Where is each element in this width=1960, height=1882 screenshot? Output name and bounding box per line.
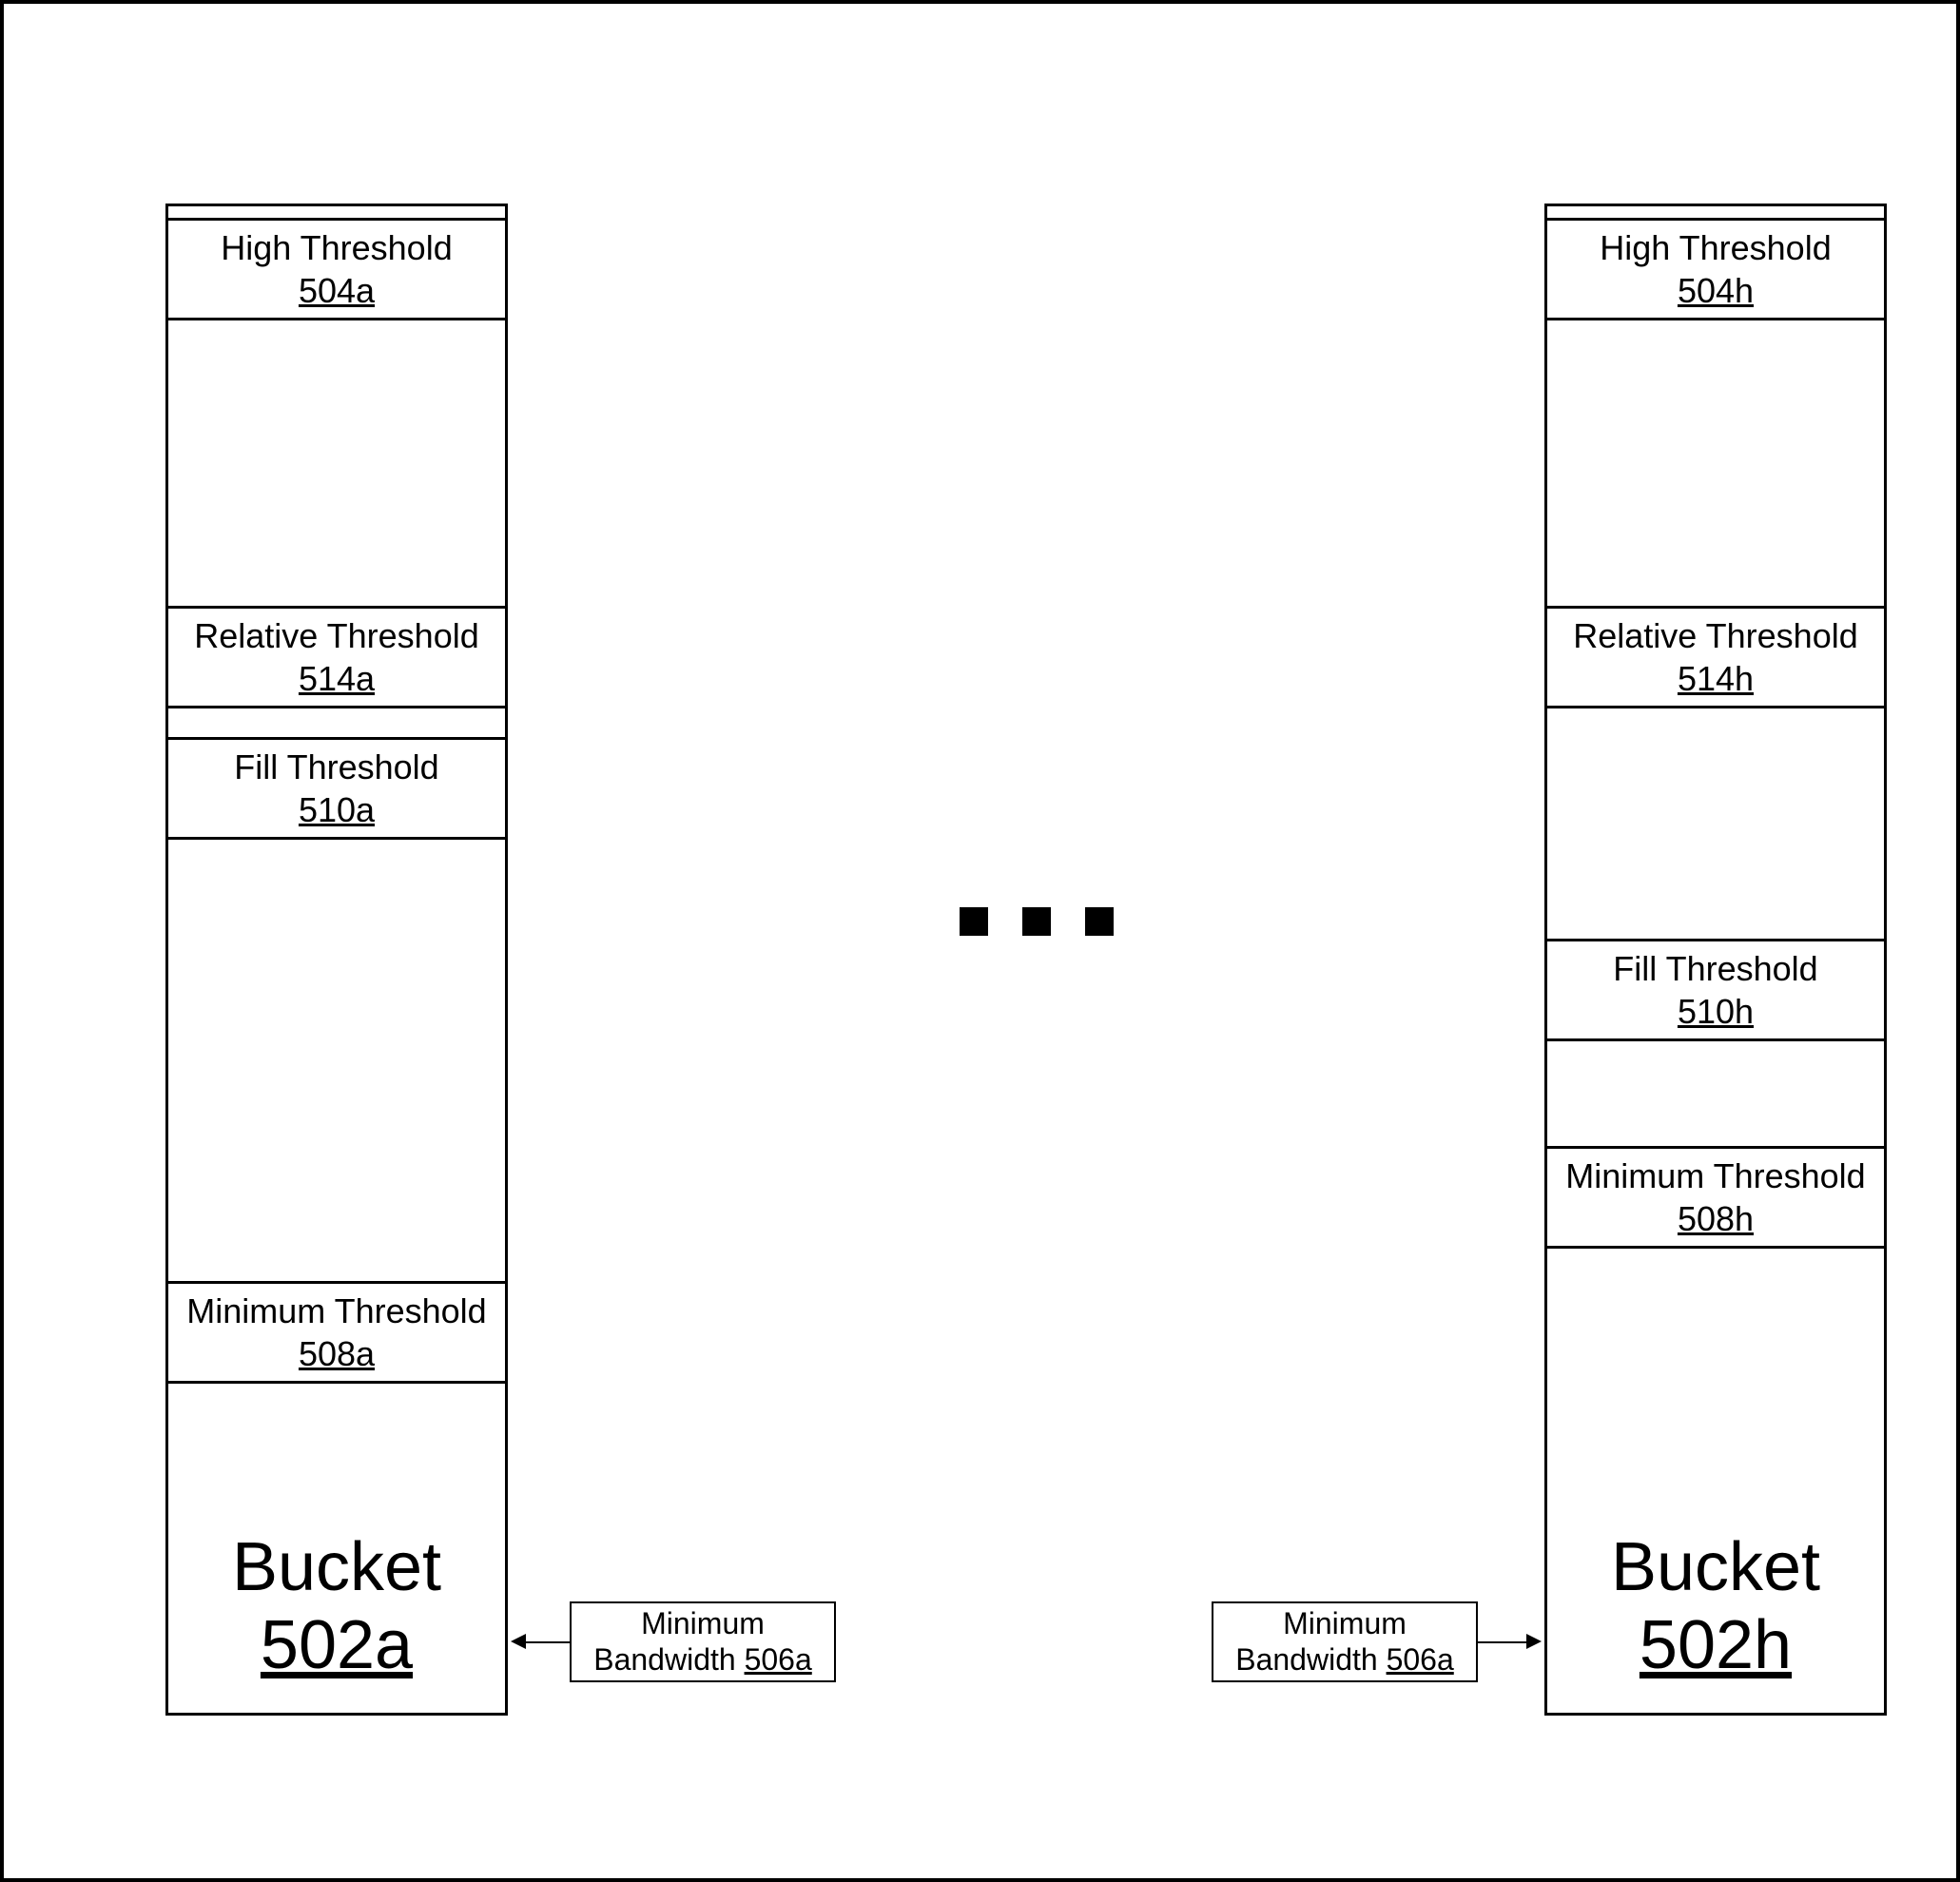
threshold-label: High Threshold (1550, 226, 1881, 269)
threshold-minimum-a: Minimum Threshold508a (167, 1281, 506, 1384)
arrow-line-left (524, 1641, 570, 1643)
threshold-ref: 504h (1550, 269, 1881, 312)
threshold-ref: 514a (171, 657, 502, 700)
bucket-h: High Threshold504h Relative Threshold514h… (1544, 204, 1887, 1716)
bucket-title-text: Bucket (168, 1528, 505, 1606)
bandwidth-label-line1: Minimum (1225, 1605, 1465, 1641)
threshold-ref: 510h (1550, 990, 1881, 1033)
arrow-head-left (511, 1634, 526, 1649)
threshold-label: Relative Threshold (171, 614, 502, 657)
bucket-title-a: Bucket502a (168, 1528, 505, 1684)
ellipsis-square (1022, 907, 1051, 936)
diagram-canvas: High Threshold504aRelative Threshold514a… (0, 0, 1960, 1882)
threshold-relative-a: Relative Threshold514a (167, 606, 506, 708)
threshold-label: Fill Threshold (1550, 947, 1881, 990)
threshold-ref: 514h (1550, 657, 1881, 700)
ellipsis-icon (960, 907, 1114, 936)
bucket-title-text: Bucket (1547, 1528, 1884, 1606)
bucket-ref: 502a (168, 1606, 505, 1684)
threshold-ref: 504a (171, 269, 502, 312)
threshold-label: Relative Threshold (1550, 614, 1881, 657)
bandwidth-label-line2: Bandwidth 506a (1225, 1641, 1465, 1678)
threshold-ref: 510a (171, 788, 502, 831)
bandwidth-label-line2: Bandwidth 506a (583, 1641, 823, 1678)
bandwidth-ref: 506a (1387, 1642, 1454, 1677)
threshold-high-h: High Threshold504h (1546, 218, 1885, 320)
arrow-line-right (1478, 1641, 1528, 1643)
bucket-a: High Threshold504a Relative Threshold514a… (165, 204, 508, 1716)
bandwidth-label-line1: Minimum (583, 1605, 823, 1641)
bucket-title-h: Bucket502h (1547, 1528, 1884, 1684)
min-bandwidth-box-left: MinimumBandwidth 506a (570, 1601, 836, 1682)
threshold-relative-h: Relative Threshold514h (1546, 606, 1885, 708)
threshold-label: Minimum Threshold (1550, 1154, 1881, 1197)
bandwidth-ref: 506a (745, 1642, 812, 1677)
threshold-minimum-h: Minimum Threshold508h (1546, 1146, 1885, 1249)
threshold-ref: 508a (171, 1332, 502, 1375)
ellipsis-square (960, 907, 988, 936)
bucket-ref: 502h (1547, 1606, 1884, 1684)
threshold-label: Minimum Threshold (171, 1290, 502, 1332)
threshold-ref: 508h (1550, 1197, 1881, 1240)
min-bandwidth-box-right: MinimumBandwidth 506a (1212, 1601, 1478, 1682)
threshold-label: High Threshold (171, 226, 502, 269)
threshold-fill-h: Fill Threshold510h (1546, 939, 1885, 1041)
ellipsis-square (1085, 907, 1114, 936)
arrow-head-right (1526, 1634, 1542, 1649)
threshold-label: Fill Threshold (171, 746, 502, 788)
threshold-high-a: High Threshold504a (167, 218, 506, 320)
threshold-fill-a: Fill Threshold510a (167, 737, 506, 840)
